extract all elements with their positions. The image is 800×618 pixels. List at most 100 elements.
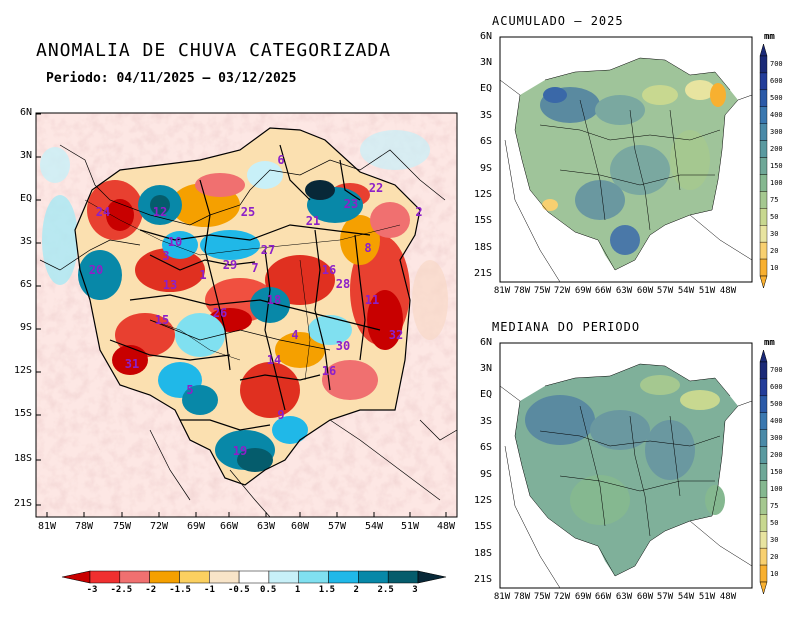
colorbar-cell: [298, 570, 329, 584]
median-unit: mm: [764, 338, 775, 348]
colorbar-bottom-arrow: [759, 581, 768, 595]
colorbar-label: 300: [770, 434, 783, 443]
basin-id-label: 1: [199, 268, 207, 282]
basin-id-label: 6: [277, 153, 285, 167]
lon-label: 54W: [677, 286, 695, 296]
lat-label: 12S: [13, 365, 32, 376]
lat-label: 6N: [479, 337, 492, 348]
colorbar-label: 150: [770, 162, 783, 170]
basin-id-label: 27: [260, 243, 276, 257]
lat-label: EQ: [19, 193, 32, 204]
colorbar-label: 600: [770, 77, 783, 86]
colorbar-label: 200: [770, 145, 783, 154]
lon-label: 78W: [74, 521, 94, 532]
accumulated-unit: mm: [764, 32, 775, 42]
lat-label: 6S: [19, 279, 32, 290]
lat-label: 21S: [13, 498, 32, 509]
colorbar-cell: [759, 463, 768, 481]
colorbar-label: 2: [353, 585, 359, 595]
colorbar-label: -0.5: [227, 585, 250, 595]
accumulated-map-title: ACUMULADO – 2025: [492, 14, 624, 28]
lon-label: 63W: [615, 286, 633, 296]
colorbar-cell: [759, 157, 768, 175]
lat-label: 21S: [473, 574, 492, 585]
colorbar-cell: [759, 258, 768, 277]
lon-label: 51W: [698, 286, 716, 296]
colorbar-right-arrow: [417, 570, 447, 584]
colorbar-cell: [759, 72, 768, 91]
colorbar-label: 30: [770, 229, 779, 238]
median-map-frame: [499, 342, 753, 589]
basin-id-label: 25: [240, 205, 256, 219]
lat-label: 3S: [479, 110, 492, 121]
colorbar-cell: [759, 89, 768, 107]
lat-label: 3N: [19, 150, 32, 161]
colorbar-bottom-arrow: [759, 275, 768, 289]
lon-label: 48W: [719, 286, 737, 296]
colorbar-cell: [759, 531, 768, 549]
lat-label: 3S: [479, 416, 492, 427]
colorbar-cell: [119, 570, 150, 584]
basin-id-label: 3: [162, 249, 170, 263]
basin-id-label: 23: [343, 197, 359, 211]
basin-id-label: 14: [266, 353, 282, 367]
lat-label: 9S: [479, 163, 492, 174]
basin-id-label: 30: [335, 339, 351, 353]
colorbar-label: 1: [294, 585, 301, 595]
colorbar-cell: [759, 225, 768, 243]
colorbar-cell: [358, 570, 389, 584]
colorbar-label: 500: [770, 94, 783, 103]
basin-id-label: 12: [152, 205, 168, 219]
colorbar-label: 300: [770, 128, 783, 137]
basin-id-label: 16: [321, 263, 337, 277]
lat-label: 18S: [13, 453, 32, 464]
lon-label: 54W: [364, 521, 384, 532]
colorbar-label: 10: [770, 263, 779, 272]
lon-label: 81W: [493, 592, 511, 602]
colorbar-cell: [328, 570, 359, 584]
colorbar-cell: [759, 395, 768, 413]
colorbar-label: 700: [770, 366, 783, 375]
colorbar-label: 1.5: [318, 585, 336, 595]
basin-id-label: 20: [88, 263, 104, 277]
lon-label: 78W: [513, 592, 531, 602]
basin-id-label: 32: [388, 328, 404, 342]
lat-label: 15S: [473, 521, 492, 532]
main-colorbar: [61, 570, 447, 584]
lat-label: 6S: [479, 442, 492, 453]
basin-id-label: 31: [124, 357, 140, 371]
median-colorbar: [759, 349, 768, 595]
lon-label: 75W: [112, 521, 132, 532]
lat-label: 3N: [479, 57, 492, 68]
lon-label: 75W: [533, 592, 551, 602]
main-map-ticks: [36, 113, 447, 517]
basin-id-label: 29: [222, 258, 238, 272]
colorbar-label: 20: [770, 552, 779, 561]
colorbar-cell: [759, 547, 768, 566]
accumulated-colorbar: [759, 43, 768, 289]
colorbar-label: 50: [770, 212, 779, 221]
colorbar-cell: [89, 570, 121, 584]
basin-id-label: 9: [277, 408, 285, 422]
basin-id-label: 11: [364, 293, 380, 307]
colorbar-label: 700: [770, 60, 783, 69]
colorbar-cell: [759, 429, 768, 447]
basin-id-label: 7: [251, 261, 259, 275]
colorbar-cell: [759, 106, 768, 124]
main-map-frame: [35, 112, 458, 518]
lat-label: 6S: [479, 136, 492, 147]
colorbar-cell: [759, 514, 768, 532]
lon-label: 57W: [327, 521, 347, 532]
lon-label: 81W: [37, 521, 57, 532]
basin-boundaries: [74, 127, 421, 486]
colorbar-label: 30: [770, 535, 779, 544]
basin-id-label: 26: [212, 306, 228, 320]
colorbar-label: 3: [412, 585, 418, 595]
accumulated-map-frame: [499, 36, 753, 283]
colorbar-cell: [759, 174, 768, 192]
lat-label: 15S: [473, 215, 492, 226]
basin-id-label: 22: [368, 181, 384, 195]
basin-id-label: 15: [154, 313, 170, 327]
colorbar-cell: [759, 480, 768, 498]
lon-label: 81W: [493, 286, 511, 296]
